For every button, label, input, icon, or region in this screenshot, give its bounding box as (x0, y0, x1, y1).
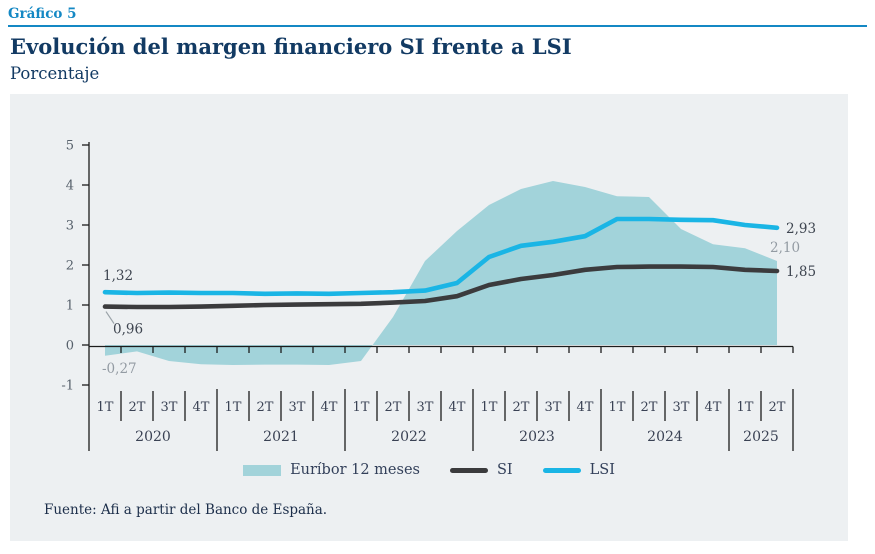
quarter-label: 4T (449, 400, 466, 415)
legend-item-lsi: LSI (542, 462, 615, 479)
report-header: Gráfico 5 Evolución del margen financier… (0, 0, 875, 84)
quarter-label: 2T (129, 400, 146, 415)
chart-panel: 5 4 3 2 1 0 -1 1T 2T 3T 4T 2020 1T 2T 3T 4T 2021 1T 2T 3T 4T… (10, 94, 848, 542)
quarter-label: 1T (609, 400, 626, 415)
quarter-label: 3T (417, 400, 434, 415)
lsi-line (102, 216, 780, 297)
y-tick-label: 2 (66, 259, 74, 274)
quarter-label: 2T (385, 400, 402, 415)
quarter-label: 1T (737, 400, 754, 415)
quarter-label: 3T (545, 400, 562, 415)
y-tick-label: 3 (66, 219, 74, 234)
chart-subtitle: Porcentaje (10, 64, 100, 84)
si-line (102, 264, 780, 310)
quarter-label: 3T (289, 400, 306, 415)
y-tick-label: 0 (66, 339, 74, 354)
year-label: 2023 (519, 429, 555, 445)
y-tick-label: 1 (66, 299, 74, 314)
quarter-label: 4T (193, 400, 210, 415)
legend-item-si: SI (449, 462, 513, 479)
value-label: 0,96 (113, 322, 143, 338)
legend-label-si: SI (496, 462, 513, 479)
quarter-label: 4T (577, 400, 594, 415)
legend-item-euribor: Euríbor 12 meses (243, 462, 420, 478)
y-tick-label: 4 (66, 179, 74, 194)
quarter-label: 4T (321, 400, 338, 415)
value-label: 2,93 (786, 221, 816, 237)
chart-kicker: Gráfico 5 (8, 6, 77, 22)
quarter-label: 1T (97, 400, 114, 415)
quarter-label: 1T (353, 400, 370, 415)
y-tick-label: -1 (61, 379, 74, 394)
year-label: 2020 (135, 429, 171, 445)
chart-canvas: 5 4 3 2 1 0 -1 1T 2T 3T 4T 2020 1T 2T 3T 4T 2021 1T 2T 3T 4T… (61, 139, 816, 452)
kicker-rule (8, 25, 867, 28)
source-note: Fuente: Afi a partir del Banco de España… (44, 502, 328, 519)
value-label: 1,32 (103, 268, 133, 284)
value-label: 2,10 (770, 240, 800, 256)
y-tick-label: 5 (66, 139, 74, 154)
quarter-label: 1T (481, 400, 498, 415)
value-label: -0,27 (102, 361, 137, 377)
legend-label-euribor: Euríbor 12 meses (290, 462, 420, 479)
value-label: 1,85 (786, 264, 816, 280)
chart-legend: Euríbor 12 meses SI LSI (10, 462, 848, 478)
lsi-line-swatch (542, 467, 581, 473)
quarter-label: 3T (673, 400, 690, 415)
year-label: 2022 (391, 429, 427, 445)
quarter-label: 2T (513, 400, 530, 415)
quarter-label: 3T (161, 400, 178, 415)
quarter-label: 4T (705, 400, 722, 415)
chart-title: Evolución del margen financiero SI frent… (10, 34, 572, 60)
legend-label-lsi: LSI (589, 462, 615, 479)
si-line-swatch (449, 467, 488, 473)
quarter-label: 1T (225, 400, 242, 415)
euribor-area-swatch (243, 464, 282, 476)
annotation-leader (105, 311, 115, 325)
year-label: 2024 (647, 429, 683, 445)
quarter-label: 2T (257, 400, 274, 415)
quarter-label: 2T (641, 400, 658, 415)
euribor-area (105, 181, 777, 366)
year-label: 2025 (743, 429, 779, 445)
year-label: 2021 (263, 429, 299, 445)
quarter-label: 2T (769, 400, 786, 415)
